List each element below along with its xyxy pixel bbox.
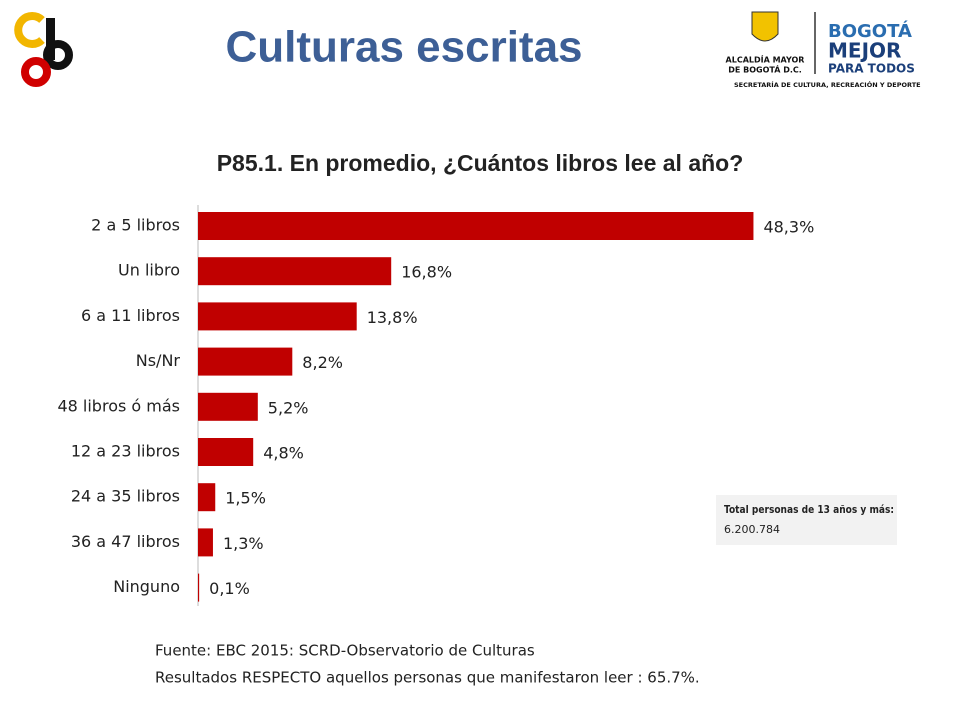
left-logo xyxy=(14,12,73,87)
y-tick-label: 48 libros ó más xyxy=(57,396,180,415)
y-tick-label: Ns/Nr xyxy=(136,351,181,370)
bar xyxy=(198,302,357,331)
y-tick-label: 6 a 11 libros xyxy=(81,306,180,325)
bar xyxy=(198,347,293,376)
value-label: 13,8% xyxy=(367,308,418,327)
logo-text: PARA TODOS xyxy=(828,62,915,76)
logo-text: ALCALDÍA MAYOR xyxy=(726,54,805,65)
y-tick-label: 12 a 23 libros xyxy=(71,442,180,461)
value-label: 0,1% xyxy=(209,579,250,598)
value-label: 16,8% xyxy=(401,263,452,282)
footer-source: Fuente: EBC 2015: SCRD-Observatorio de C… xyxy=(155,642,535,660)
bar xyxy=(198,528,213,557)
logo-text: MEJOR xyxy=(828,39,901,63)
bar xyxy=(198,573,200,602)
value-label: 1,5% xyxy=(225,489,266,508)
note-box xyxy=(716,495,897,545)
y-tick-label: Ninguno xyxy=(113,577,180,596)
bar xyxy=(198,392,258,421)
logo-text: SECRETARÍA DE CULTURA, RECREACIÓN Y DEPO… xyxy=(734,80,921,89)
plot: 2 a 5 libros 48,3% Un libro 16,8% 6 a 11 lib… xyxy=(57,212,814,602)
value-label: 48,3% xyxy=(763,218,814,237)
value-label: 5,2% xyxy=(268,398,309,417)
y-tick-label: 36 a 47 libros xyxy=(71,532,180,551)
footer-remark: Resultados RESPECTO aquellos personas qu… xyxy=(155,669,700,687)
logo-text: BOGOTÁ xyxy=(828,20,912,42)
value-label: 4,8% xyxy=(263,444,304,463)
slide-title: Culturas escritas xyxy=(225,23,582,72)
y-tick-label: 2 a 5 libros xyxy=(91,216,180,235)
value-label: 1,3% xyxy=(223,534,264,553)
note-value: 6.200.784 xyxy=(724,523,780,536)
note-label: Total personas de 13 años y más: xyxy=(724,503,894,516)
bar xyxy=(198,212,754,240)
y-tick-label: 24 a 35 libros xyxy=(71,487,180,506)
right-logo: ALCALDÍA MAYOR DE BOGOTÁ D.C. BOGOTÁ MEJ… xyxy=(724,6,934,92)
logo-text: DE BOGOTÁ D.C. xyxy=(728,64,802,75)
chart-title: P85.1. En promedio, ¿Cuántos libros lee … xyxy=(217,150,744,176)
bar xyxy=(198,257,392,286)
value-label: 8,2% xyxy=(302,353,343,372)
y-tick-label: Un libro xyxy=(118,261,180,280)
bar xyxy=(198,483,216,512)
bar xyxy=(198,438,254,466)
